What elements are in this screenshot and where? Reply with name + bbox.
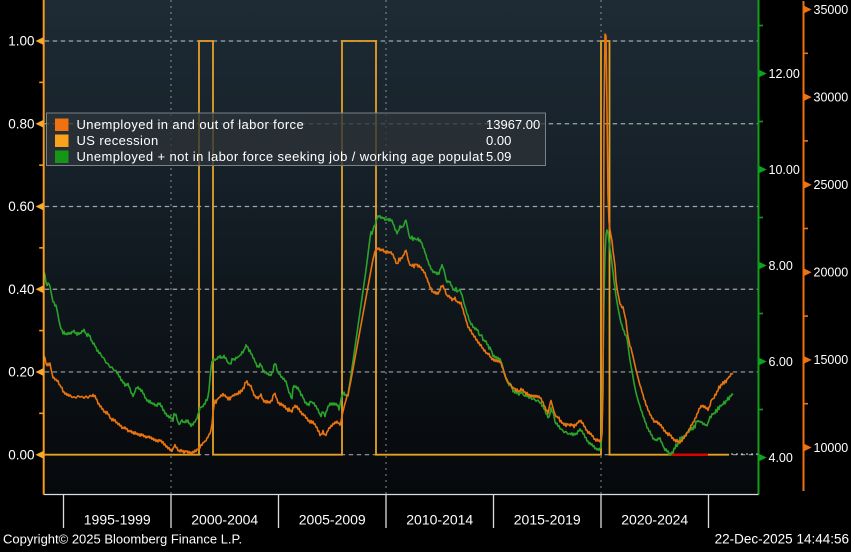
svg-text:1995-1999: 1995-1999 [84,512,151,528]
svg-text:2015-2019: 2015-2019 [514,512,581,528]
svg-text:0.80: 0.80 [8,116,34,131]
svg-text:10.00: 10.00 [769,163,800,177]
svg-text:20000: 20000 [814,266,849,280]
svg-text:0.00: 0.00 [486,133,511,148]
svg-text:1.00: 1.00 [8,34,34,49]
svg-text:4.00: 4.00 [769,451,793,465]
svg-text:Copyright© 2025 Bloomberg Fina: Copyright© 2025 Bloomberg Finance L.P. [3,532,242,547]
svg-text:13967.00: 13967.00 [486,117,540,132]
svg-text:35000: 35000 [814,3,849,17]
svg-text:0.40: 0.40 [8,282,34,297]
svg-text:Unemployed + not in labor forc: Unemployed + not in labor force seeking … [77,149,484,164]
svg-text:15000: 15000 [814,353,849,367]
svg-text:2010-2014: 2010-2014 [406,512,473,528]
svg-text:2020-2024: 2020-2024 [621,512,688,528]
svg-text:25000: 25000 [814,178,849,192]
svg-text:6.00: 6.00 [769,355,793,369]
svg-text:12.00: 12.00 [769,67,800,81]
svg-text:10000: 10000 [814,441,849,455]
svg-text:2005-2009: 2005-2009 [299,512,366,528]
svg-text:30000: 30000 [814,90,849,104]
svg-text:0.00: 0.00 [8,447,34,462]
svg-text:2000-2004: 2000-2004 [191,512,258,528]
svg-text:0.20: 0.20 [8,365,34,380]
svg-text:Unemployed in and out of labor: Unemployed in and out of labor force [77,117,305,132]
svg-text:5.09: 5.09 [486,149,511,164]
svg-text:0.60: 0.60 [8,199,34,214]
svg-text:22-Dec-2025 14:44:56: 22-Dec-2025 14:44:56 [715,532,849,547]
svg-text:US recession: US recession [77,133,159,148]
svg-text:8.00: 8.00 [769,259,793,273]
